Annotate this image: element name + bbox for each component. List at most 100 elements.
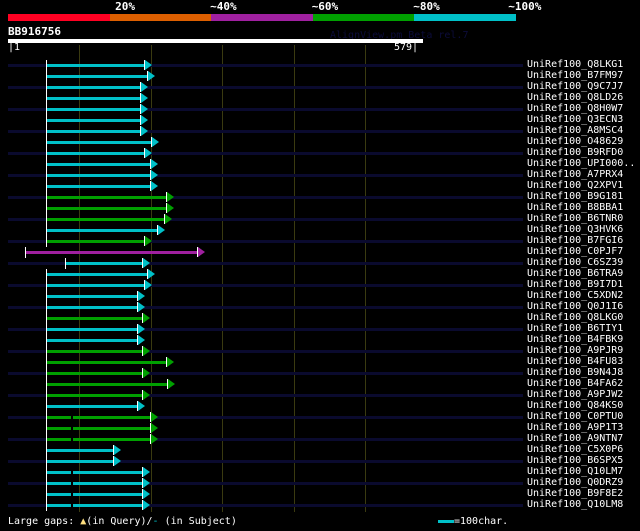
hit-bar[interactable] (46, 394, 143, 397)
hit-end-arrow-icon (197, 247, 205, 257)
hit-bar[interactable] (46, 361, 168, 364)
hit-bar[interactable] (46, 504, 143, 507)
hit-bar[interactable] (46, 482, 143, 485)
hit-bar[interactable] (46, 416, 151, 419)
hit-bar[interactable] (46, 317, 143, 320)
hit-bar[interactable] (46, 471, 143, 474)
hit-bar[interactable] (46, 438, 151, 441)
hit-label[interactable]: UniRef100_B4FA62 (527, 378, 624, 389)
hit-label[interactable]: UniRef100_Q8LKG1 (527, 59, 624, 70)
hit-bar[interactable] (46, 185, 151, 188)
hit-bar[interactable] (46, 119, 141, 122)
hit-bar[interactable] (46, 75, 148, 78)
hit-label[interactable]: UniRef100_Q3HVK6 (527, 224, 624, 235)
hit-label[interactable]: UniRef100_B9F8E2 (527, 488, 624, 499)
hit-end-arrow-icon (145, 280, 153, 290)
hit-label[interactable]: UniRef100_O48629 (527, 136, 624, 147)
hit-label[interactable]: UniRef100_Q84KS0 (527, 400, 624, 411)
hit-label[interactable]: UniRef100_Q2XPV1 (527, 180, 624, 191)
hit-bar[interactable] (46, 152, 146, 155)
hit-start-tick (45, 313, 47, 324)
hit-bar[interactable] (46, 207, 168, 210)
hit-label[interactable]: UniRef100_B6TIY1 (527, 323, 624, 334)
hit-bar[interactable] (46, 284, 146, 287)
hit-label[interactable]: UniRef100_Q0DRZ9 (527, 477, 624, 488)
hit-label[interactable]: UniRef100_UPI000.. (527, 158, 636, 169)
hit-label[interactable]: UniRef100_C0PTU0 (527, 411, 624, 422)
hit-label[interactable]: UniRef100_Q10LM7 (527, 466, 624, 477)
hit-label[interactable]: UniRef100_Q8LKG0 (527, 312, 624, 323)
hit-label[interactable]: UniRef100_A9PJR9 (527, 345, 624, 356)
hit-bar[interactable] (46, 449, 115, 452)
hit-bar[interactable] (46, 328, 138, 331)
hit-start-tick (45, 203, 47, 214)
hit-bar[interactable] (46, 372, 143, 375)
query-gap-label: (in Query)/ (86, 516, 153, 527)
hit-label[interactable]: UniRef100_A9NTN7 (527, 433, 624, 444)
row-line (8, 482, 523, 485)
hit-bar[interactable] (46, 108, 141, 111)
hit-bar[interactable] (46, 97, 141, 100)
row-line (8, 372, 523, 375)
hit-label[interactable]: UniRef100_B9N4J8 (527, 367, 624, 378)
hit-end-arrow-icon (140, 115, 148, 125)
hit-bar[interactable] (46, 306, 138, 309)
hit-bar[interactable] (46, 427, 151, 430)
hit-label[interactable]: UniRef100_C6SZ39 (527, 257, 624, 268)
row-line (8, 306, 523, 309)
hit-label[interactable]: UniRef100_B9RFD0 (527, 147, 624, 158)
hit-bar[interactable] (66, 262, 143, 265)
hit-end-arrow-icon (167, 192, 175, 202)
hit-label[interactable]: UniRef100_B4FU83 (527, 356, 624, 367)
hit-label[interactable]: UniRef100_Q0J1I6 (527, 301, 624, 312)
hit-label[interactable]: UniRef100_A8MSC4 (527, 125, 624, 136)
hit-start-tick (65, 258, 67, 269)
hit-end-arrow-icon (142, 467, 150, 477)
hit-label[interactable]: UniRef100_B6SPX5 (527, 455, 624, 466)
hit-label[interactable]: UniRef100_B9I7D1 (527, 279, 624, 290)
hit-label[interactable]: UniRef100_Q9C7J7 (527, 81, 624, 92)
hit-end-arrow-icon (150, 412, 158, 422)
hit-bar[interactable] (46, 273, 148, 276)
hit-label[interactable]: UniRef100_B6TNR0 (527, 213, 624, 224)
hit-start-tick (45, 60, 47, 71)
hit-bar[interactable] (46, 218, 166, 221)
hit-bar[interactable] (46, 350, 143, 353)
hit-label[interactable]: UniRef100_B7FGI6 (527, 235, 624, 246)
hit-bar[interactable] (46, 240, 146, 243)
hit-bar[interactable] (26, 251, 198, 254)
hit-label[interactable]: UniRef100_B8BBA1 (527, 202, 624, 213)
hit-end-arrow-icon (114, 456, 122, 466)
hit-label[interactable]: UniRef100_Q8LD26 (527, 92, 624, 103)
hit-bar[interactable] (46, 196, 168, 199)
hit-bar[interactable] (46, 64, 146, 67)
hit-label[interactable]: UniRef100_B9G181 (527, 191, 624, 202)
subject-gap (70, 482, 73, 485)
hit-label[interactable]: UniRef100_C5XDN2 (527, 290, 624, 301)
hit-bar[interactable] (46, 163, 151, 166)
hit-end-arrow-icon (147, 71, 155, 81)
hit-bar[interactable] (46, 405, 138, 408)
hit-label[interactable]: UniRef100_B6TRA9 (527, 268, 624, 279)
hit-bar[interactable] (46, 229, 158, 232)
hit-bar[interactable] (46, 141, 153, 144)
hit-bar[interactable] (46, 130, 141, 133)
hit-bar[interactable] (46, 174, 151, 177)
hit-label[interactable]: UniRef100_C5X0P6 (527, 444, 624, 455)
hit-bar[interactable] (46, 339, 138, 342)
hit-bar[interactable] (46, 295, 138, 298)
hit-label[interactable]: UniRef100_A7PRX4 (527, 169, 624, 180)
hit-label[interactable]: UniRef100_C0PJF7 (527, 246, 624, 257)
hit-start-tick (45, 357, 47, 368)
hit-label[interactable]: UniRef100_B4FBK9 (527, 334, 624, 345)
hit-label[interactable]: UniRef100_A9P1T3 (527, 422, 624, 433)
hit-label[interactable]: UniRef100_Q10LM8 (527, 499, 624, 510)
hit-label[interactable]: UniRef100_A9PJW2 (527, 389, 624, 400)
hit-bar[interactable] (46, 460, 115, 463)
hit-bar[interactable] (46, 493, 143, 496)
hit-label[interactable]: UniRef100_Q8H0W7 (527, 103, 624, 114)
hit-bar[interactable] (46, 86, 141, 89)
hit-label[interactable]: UniRef100_B7FM97 (527, 70, 624, 81)
hit-bar[interactable] (46, 383, 168, 386)
hit-label[interactable]: UniRef100_Q3ECN3 (527, 114, 624, 125)
